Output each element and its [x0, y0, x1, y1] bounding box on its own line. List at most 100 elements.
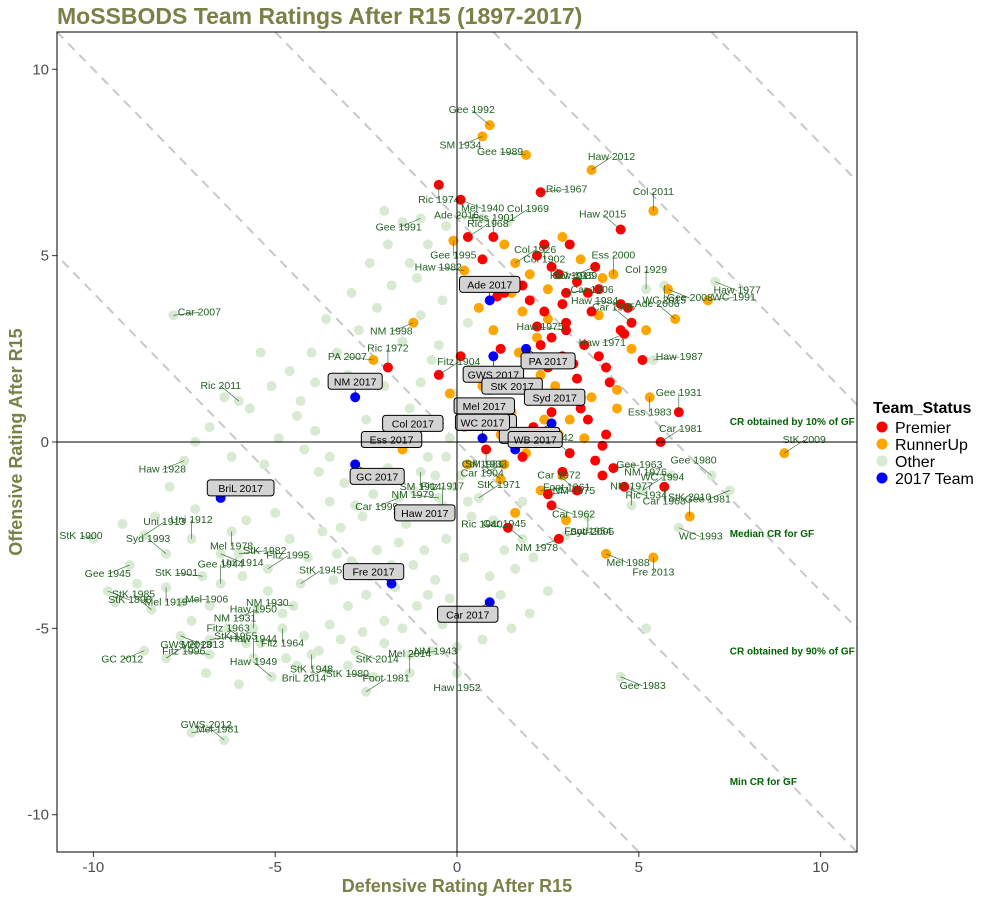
col-2017-label: Col 2017	[392, 418, 434, 430]
wc-1994-label: WC 1994	[641, 471, 685, 483]
nm-1979-label: NM 1979	[392, 489, 435, 501]
label-leader	[558, 475, 578, 491]
premier-point	[637, 355, 648, 365]
label-leader	[678, 527, 701, 538]
premier-point	[593, 284, 604, 295]
gc-2017-label: GC 2017	[356, 471, 398, 483]
other-point	[382, 239, 393, 250]
premier-point	[557, 299, 568, 310]
fre-2013-label: Fre 2013	[632, 567, 674, 579]
other-point	[379, 638, 390, 649]
other-point	[408, 485, 419, 496]
premier-point	[590, 455, 601, 466]
other-point	[357, 511, 368, 522]
premier-point	[597, 470, 608, 481]
plot-frame	[56, 31, 858, 853]
other-point	[226, 451, 237, 462]
other-point	[255, 347, 266, 358]
stk-1955-label: StK 1955	[214, 631, 257, 643]
haw-1975-label: Haw 1975	[516, 321, 563, 333]
other-point	[415, 377, 426, 388]
mel-2013-label: Mel 2013	[181, 639, 224, 651]
other-point	[233, 679, 244, 690]
syd-1993-label: Syd 1993	[126, 533, 171, 545]
label-leader	[162, 460, 185, 470]
haw-1950-label: Haw 1950	[230, 603, 277, 615]
other-point	[292, 660, 302, 671]
label-leader	[481, 524, 508, 529]
axes: -10 -5 0 5 10 -10 -5 0 5 10	[27, 32, 857, 876]
stk-1980-label: StK 1980	[326, 668, 369, 680]
ric-1972-label: Ric 1972	[367, 342, 409, 354]
haw-1982-label: Haw 1982	[415, 262, 462, 274]
other-point	[517, 496, 528, 507]
stk-2017-label: StK 2017	[490, 381, 533, 393]
nm-1977-label: NM 1977	[610, 480, 653, 492]
other-point	[422, 589, 433, 600]
label-leader	[624, 486, 647, 497]
2017-team-legend-label: 2017 Team	[895, 471, 974, 488]
label-leader	[620, 676, 643, 687]
car-1972-label: Car 1972	[537, 469, 580, 481]
label-leader	[460, 199, 483, 210]
label-leader	[642, 477, 663, 491]
label-leader	[438, 361, 459, 376]
other-point	[222, 623, 233, 634]
label-leader	[347, 356, 374, 361]
runnerup-point	[488, 325, 499, 336]
other-point	[379, 615, 390, 626]
label-leader	[482, 464, 501, 480]
other-point	[433, 340, 444, 351]
other-point	[324, 496, 335, 507]
ric-1934-label: Ric 1934	[626, 490, 668, 502]
label-leader	[653, 356, 680, 361]
label-leader	[660, 428, 681, 443]
haw-1984-label: Haw 1984	[571, 295, 618, 307]
other-point	[386, 280, 397, 291]
other-point	[204, 422, 215, 433]
ric-1940-label: Ric 1940	[461, 519, 503, 531]
label-leader	[715, 281, 738, 292]
other-point	[324, 451, 335, 462]
label-leader	[540, 487, 567, 491]
runnerup-point	[517, 306, 528, 317]
mel-2017-label: Mel 2017	[463, 401, 506, 413]
gee-1963-label: Gee 1963	[616, 459, 662, 471]
gee-1992-point	[484, 120, 495, 131]
other-point	[302, 552, 313, 563]
other-point	[295, 396, 306, 406]
col-1969-label: Col 1969	[507, 203, 549, 215]
col-1926-label: Col 1926	[514, 244, 556, 256]
label-leader	[467, 223, 489, 238]
haw-2017-label-box	[394, 504, 456, 522]
other-point	[255, 638, 266, 649]
other-point	[342, 660, 353, 671]
gws-2013-label: GWS 2013	[160, 639, 212, 651]
premier-point	[477, 254, 488, 265]
x-tick-label: 10	[812, 859, 829, 876]
premier-point	[553, 269, 564, 280]
ric-1967-label: Ric 1967	[546, 183, 588, 195]
other-point	[313, 645, 324, 656]
runnerup-legend-label: RunnerUp	[895, 437, 968, 454]
runnerup-point	[641, 325, 652, 336]
other-point	[404, 403, 415, 414]
other-point	[364, 258, 375, 269]
label-leader	[303, 669, 327, 679]
premier-legend-key	[876, 421, 888, 433]
other-point	[437, 295, 448, 306]
other-point	[441, 451, 452, 462]
runnerup-point	[542, 314, 553, 324]
runnerup-point	[535, 369, 546, 380]
other-point	[117, 519, 128, 529]
uni-1912-label: Uni 1912	[171, 514, 213, 526]
bril-2017-label: BriL 2017	[218, 483, 263, 495]
other-point	[422, 239, 433, 250]
other-point	[244, 403, 255, 414]
runnerup-point	[557, 232, 568, 242]
runnerup-point	[444, 388, 455, 399]
label-leader	[471, 109, 490, 126]
premier-point	[601, 362, 612, 373]
runnerup-point	[586, 392, 597, 403]
label-leader	[122, 650, 145, 661]
